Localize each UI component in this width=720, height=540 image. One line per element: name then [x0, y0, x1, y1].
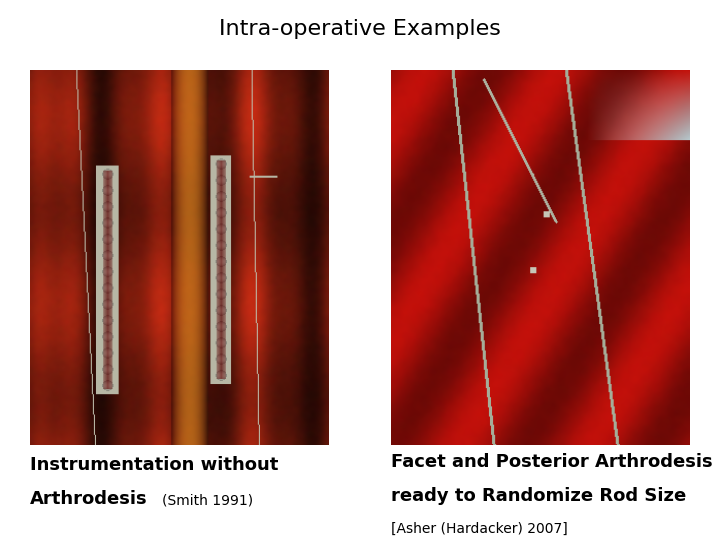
- Text: (Smith 1991): (Smith 1991): [162, 494, 253, 508]
- Text: Intra-operative Examples: Intra-operative Examples: [219, 19, 501, 39]
- Text: Facet and Posterior Arthrodesis: Facet and Posterior Arthrodesis: [391, 453, 713, 471]
- Text: [Asher (Hardacker) 2007]: [Asher (Hardacker) 2007]: [391, 522, 567, 536]
- Text: Arthrodesis: Arthrodesis: [30, 490, 148, 508]
- Text: Instrumentation without: Instrumentation without: [30, 456, 279, 474]
- Text: ready to Randomize Rod Size: ready to Randomize Rod Size: [391, 487, 686, 505]
